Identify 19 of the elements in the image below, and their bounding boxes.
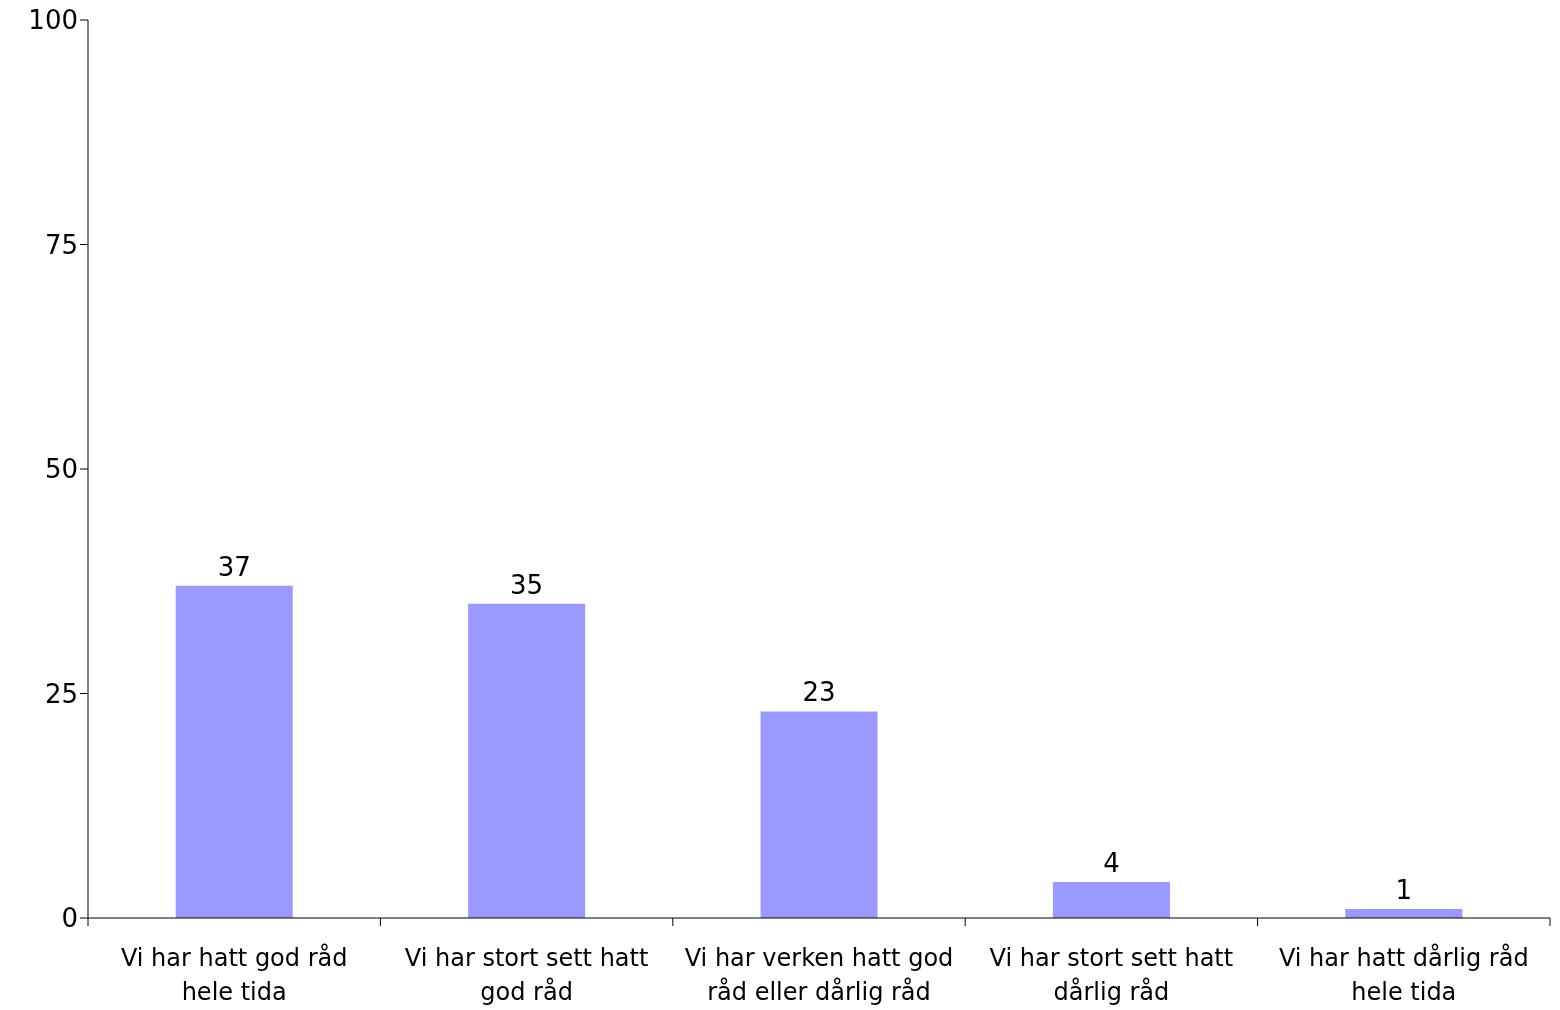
data-label: 37 <box>217 551 251 582</box>
bar <box>175 585 293 918</box>
data-label: 1 <box>1395 875 1413 906</box>
data-label: 4 <box>1103 848 1120 879</box>
bar <box>1052 882 1170 918</box>
y-tick-label: 75 <box>44 229 78 260</box>
y-tick-label: 0 <box>61 903 78 934</box>
data-label: 23 <box>802 677 836 708</box>
y-tick-label: 25 <box>44 678 78 709</box>
data-label: 35 <box>510 569 544 600</box>
x-tick-label: Vi har hatt god råd hele tida <box>120 943 348 1006</box>
x-tick-label: Vi har stort sett hatt dårlig råd <box>989 944 1234 1006</box>
bar <box>468 603 586 918</box>
y-tick-label: 50 <box>44 454 78 485</box>
y-tick-label: 100 <box>28 5 78 36</box>
bar <box>760 711 878 918</box>
x-tick-label: Vi har stort sett hatt god råd <box>404 944 649 1006</box>
x-tick-label: Vi har hatt dårlig råd hele tida <box>1278 943 1529 1006</box>
x-tick-label: Vi har verken hatt god råd eller dårlig råd <box>684 944 954 1006</box>
